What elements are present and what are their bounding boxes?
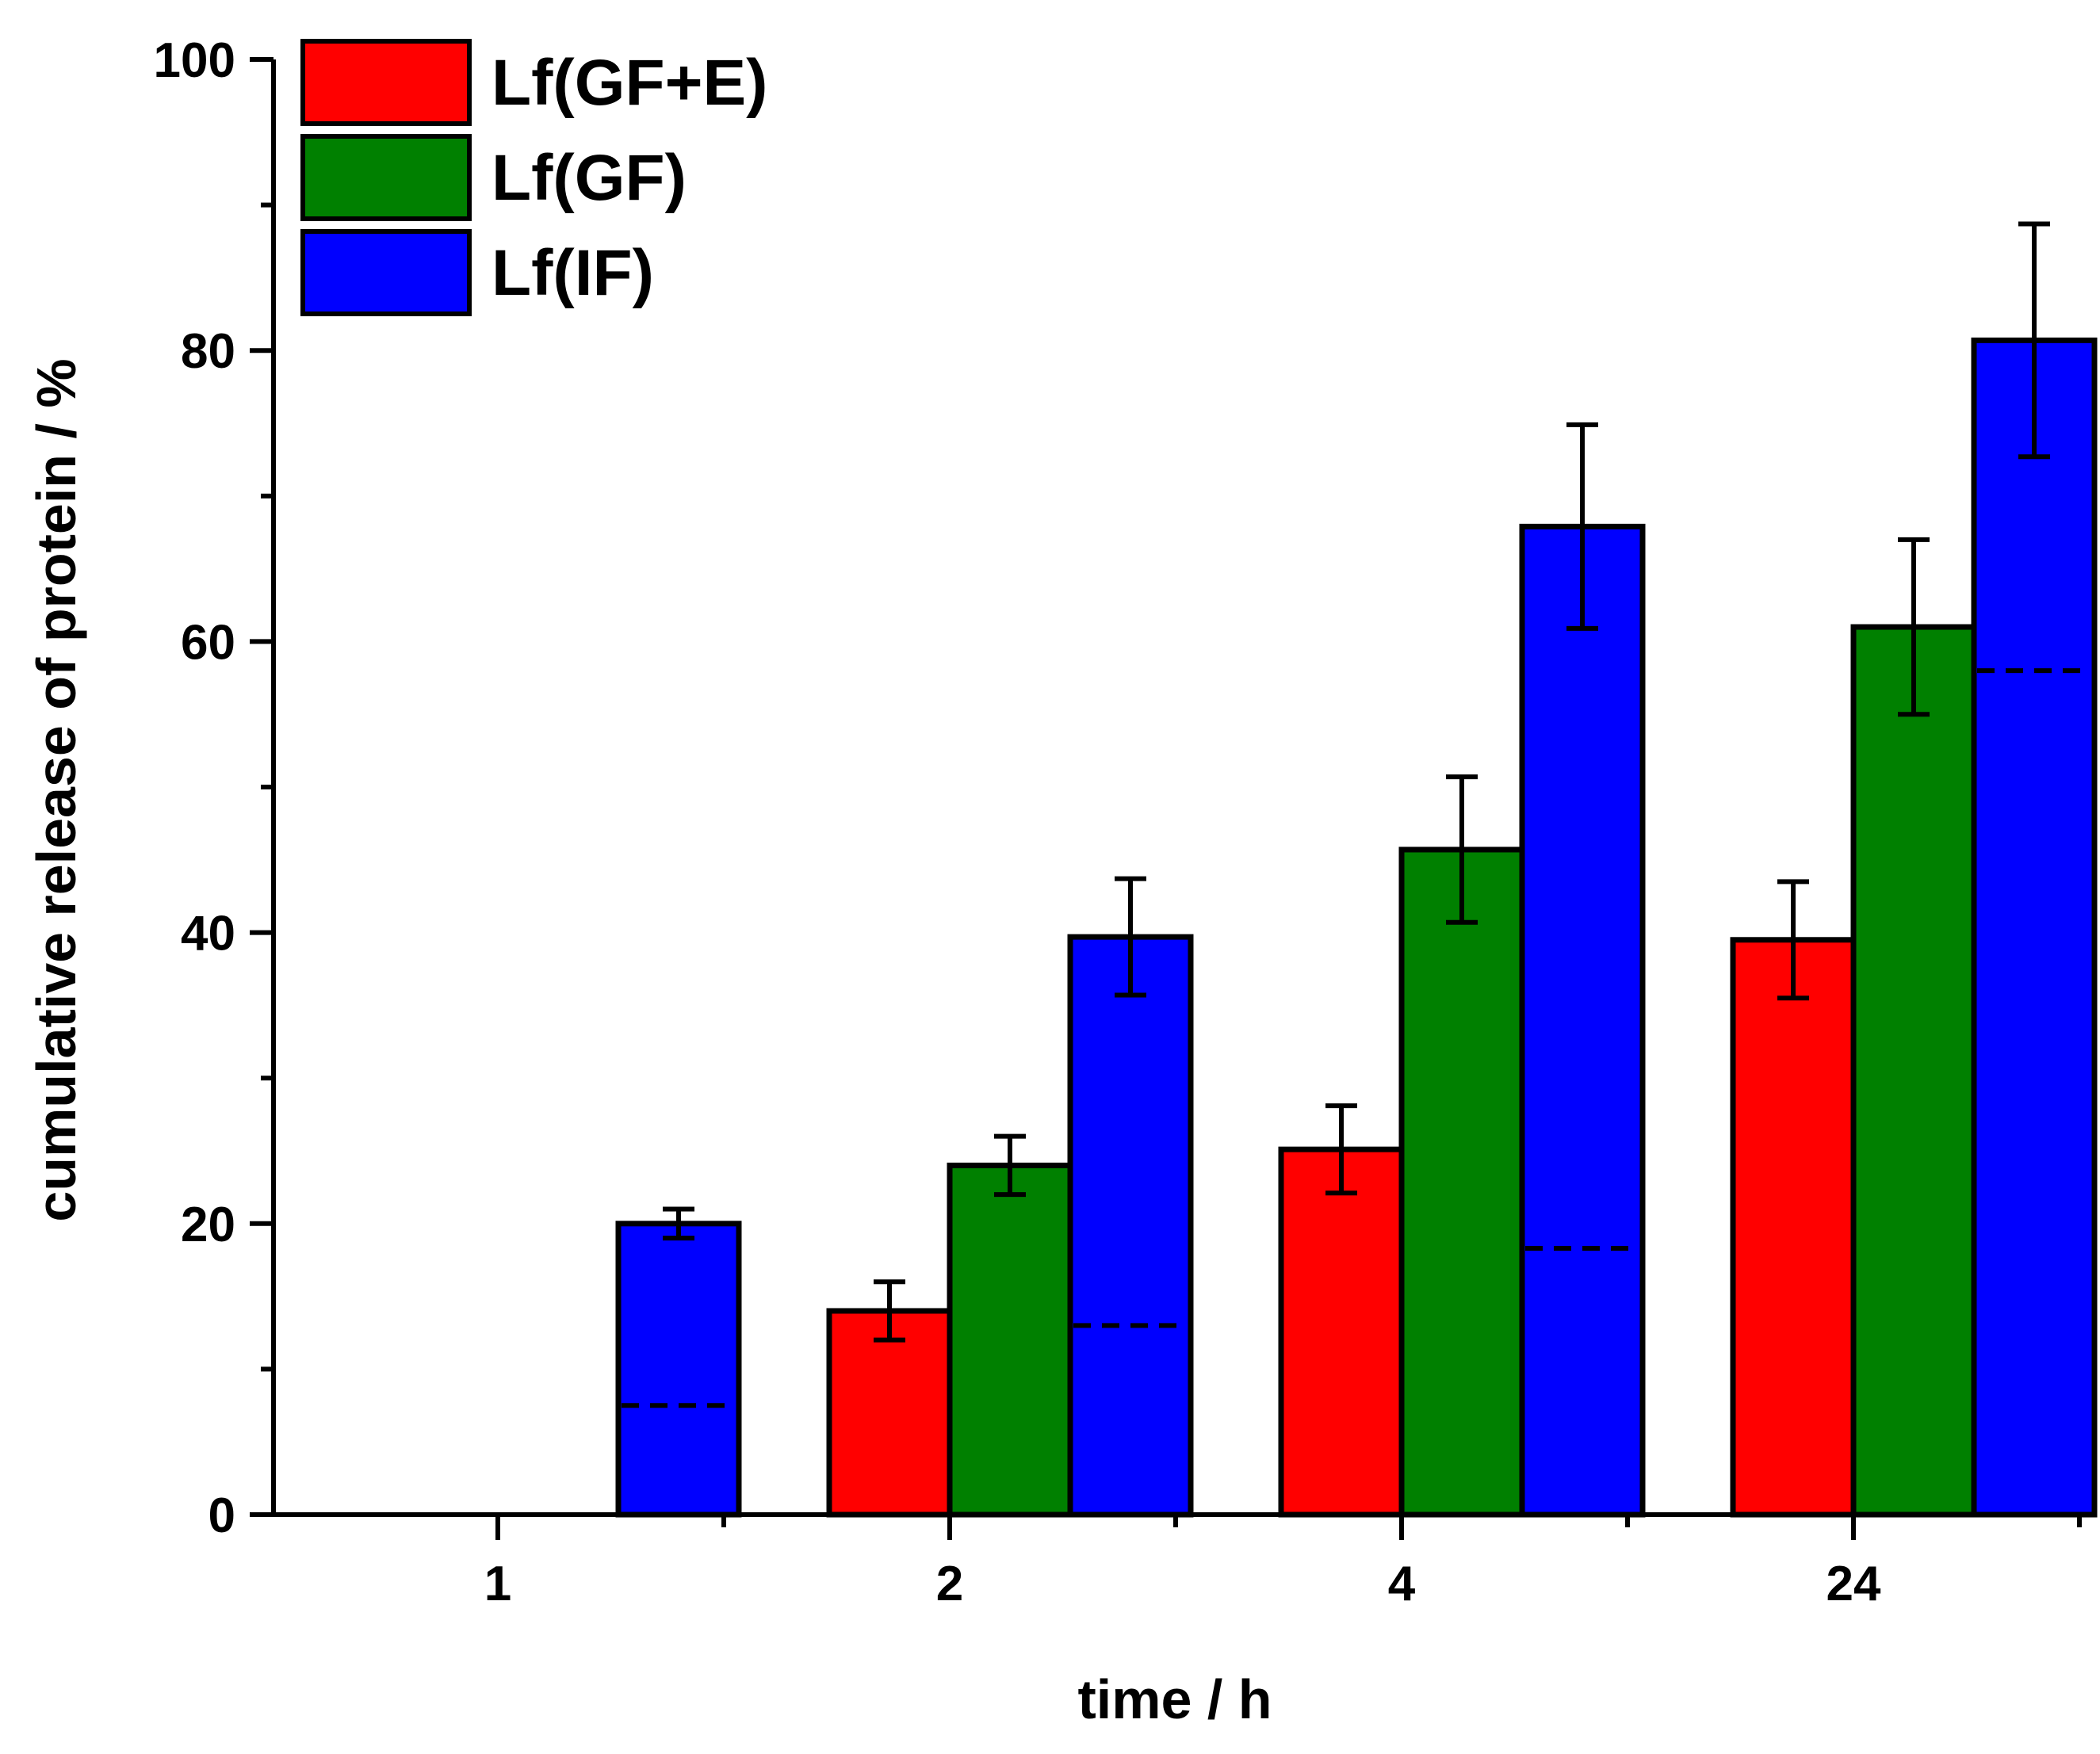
- x-tick-label-24: 24: [1827, 1557, 1881, 1611]
- bar-lf-gf-e--2: [826, 1308, 953, 1518]
- bar-lf-if--1: [615, 1221, 742, 1518]
- legend-label: Lf(GF+E): [492, 47, 767, 119]
- bar-lf-if--4: [1519, 523, 1646, 1518]
- bars-layer: [615, 337, 2098, 1518]
- bar-lf-gf-e--24: [1730, 937, 1857, 1518]
- x-tick-label-2: 2: [936, 1557, 963, 1611]
- legend-entry-lf-gf-: Lf(GF): [300, 134, 687, 221]
- error-bar-lf-if--4: [1566, 422, 1598, 631]
- bar-lf-if--24: [1971, 337, 2098, 1518]
- x-axis-label: time / h: [1077, 1668, 1272, 1730]
- x-tick-label-4: 4: [1388, 1557, 1416, 1611]
- y-tick-label-40: 40: [181, 907, 235, 961]
- bar-lf-gf--2: [947, 1162, 1073, 1518]
- x-tick-label-1: 1: [484, 1557, 511, 1611]
- y-tick-label-20: 20: [181, 1198, 235, 1252]
- error-bar-lf-if--24: [2018, 221, 2050, 460]
- error-bar-lf-if--1: [663, 1206, 694, 1241]
- legend-label: Lf(GF): [492, 142, 687, 214]
- bar-lf-if--2: [1067, 934, 1194, 1518]
- legend-swatch: [300, 134, 472, 221]
- y-tick-label-100: 100: [154, 33, 235, 88]
- legend-entry-lf-if-: Lf(IF): [300, 229, 654, 316]
- legend-entry-lf-gf-e-: Lf(GF+E): [300, 39, 767, 126]
- error-bar-lf-gf-e--2: [874, 1279, 905, 1343]
- legend-swatch: [300, 39, 472, 126]
- error-bar-lf-if--2: [1115, 876, 1146, 998]
- legend-swatch: [300, 229, 472, 316]
- bar-lf-gf--24: [1850, 624, 1977, 1518]
- y-axis-label: cumulative release of protein / %: [25, 358, 87, 1221]
- error-bar-lf-gf--2: [994, 1133, 1026, 1198]
- legend-label: Lf(IF): [492, 237, 654, 309]
- bar-lf-gf--4: [1398, 846, 1525, 1518]
- bar-lf-gf-e--4: [1278, 1146, 1405, 1518]
- y-tick-label-0: 0: [208, 1488, 235, 1543]
- legend: Lf(GF+E) Lf(GF) Lf(IF): [300, 39, 767, 316]
- dashed-reference-layer: [622, 668, 2091, 1408]
- y-tick-label-60: 60: [181, 615, 235, 670]
- error-bar-lf-gf--4: [1446, 774, 1478, 925]
- y-tick-label-80: 80: [181, 324, 235, 379]
- error-bar-lf-gf-e--24: [1777, 879, 1809, 1001]
- error-bar-lf-gf-e--4: [1325, 1103, 1357, 1196]
- error-bars-layer: [663, 221, 2050, 1343]
- error-bar-lf-gf--24: [1898, 537, 1930, 717]
